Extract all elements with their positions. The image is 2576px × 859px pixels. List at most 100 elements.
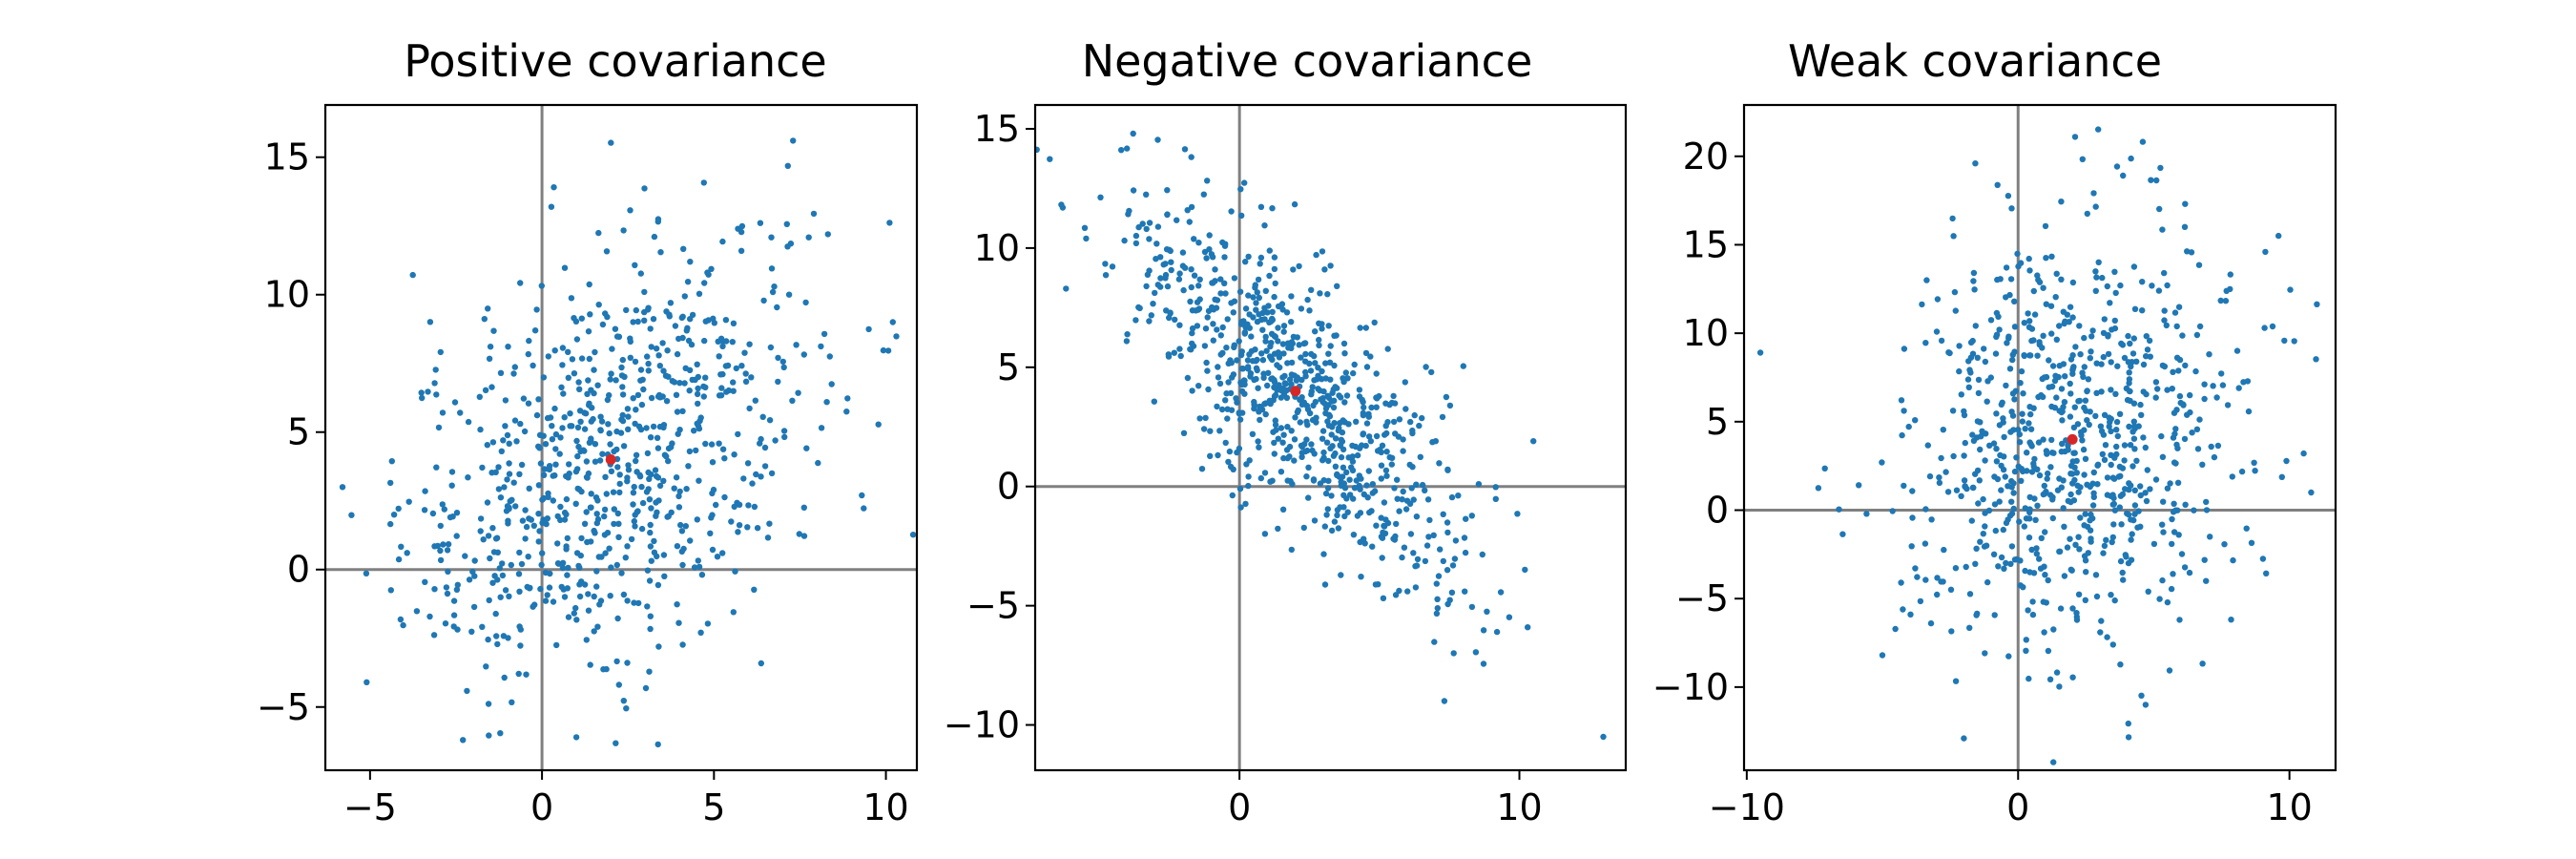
data-point xyxy=(1431,639,1438,645)
data-point xyxy=(2113,443,2120,450)
data-point xyxy=(2074,482,2081,489)
data-point xyxy=(647,434,654,441)
data-point xyxy=(1422,487,1428,493)
data-point xyxy=(2114,432,2121,440)
data-point xyxy=(725,387,733,394)
data-point xyxy=(608,139,614,146)
data-point xyxy=(1378,449,1384,456)
data-point xyxy=(510,479,517,486)
data-point xyxy=(2077,351,2084,358)
data-point xyxy=(614,510,621,517)
data-point xyxy=(643,489,651,495)
data-point xyxy=(515,571,523,577)
data-point xyxy=(1839,531,1846,537)
data-point xyxy=(1255,438,1261,445)
data-point xyxy=(2081,334,2088,342)
data-point xyxy=(542,569,550,576)
data-point xyxy=(603,491,610,497)
data-point xyxy=(1334,512,1340,518)
data-point xyxy=(730,320,737,326)
data-point xyxy=(2003,382,2009,389)
data-point xyxy=(2187,391,2193,399)
data-point xyxy=(696,290,703,297)
data-point xyxy=(2041,629,2047,636)
data-point xyxy=(1286,376,1294,383)
data-point xyxy=(1313,251,1319,259)
data-point xyxy=(1430,532,1437,538)
data-point xyxy=(1369,543,1376,550)
data-point xyxy=(2163,322,2170,329)
data-point xyxy=(588,418,594,425)
data-point xyxy=(2111,317,2118,325)
y-tick-label: −5 xyxy=(1675,577,1729,619)
data-point xyxy=(1320,449,1327,456)
data-point xyxy=(450,623,457,630)
data-point xyxy=(575,562,582,570)
data-point xyxy=(1600,733,1607,741)
data-point xyxy=(789,397,796,404)
data-point xyxy=(602,473,609,480)
data-point xyxy=(2059,440,2066,448)
data-point xyxy=(1443,393,1450,401)
data-point xyxy=(2175,304,2183,310)
data-point xyxy=(339,484,346,491)
data-point xyxy=(1132,232,1140,240)
data-point xyxy=(1230,371,1237,378)
data-point xyxy=(2159,576,2166,584)
data-point xyxy=(2118,521,2125,528)
data-point xyxy=(488,470,495,476)
data-point xyxy=(594,623,601,630)
data-point xyxy=(1247,370,1255,377)
data-point xyxy=(638,483,645,491)
data-point xyxy=(2143,390,2150,398)
y-tick-label: 15 xyxy=(974,108,1020,150)
data-point xyxy=(2171,430,2178,437)
data-point xyxy=(1984,378,1991,385)
data-point xyxy=(2095,126,2102,133)
data-point xyxy=(581,426,589,432)
data-point xyxy=(613,561,620,569)
data-point xyxy=(754,525,761,532)
data-point xyxy=(800,504,807,511)
data-point xyxy=(1254,318,1261,325)
data-point xyxy=(1262,287,1270,294)
data-point xyxy=(1992,527,1999,534)
data-point xyxy=(1987,317,1995,324)
data-point xyxy=(2008,498,2015,505)
data-point xyxy=(1260,370,1267,377)
axes-frame xyxy=(1033,103,1628,772)
data-point xyxy=(541,466,548,472)
data-point xyxy=(2034,466,2041,472)
data-point xyxy=(2088,333,2095,340)
data-point xyxy=(1373,432,1381,440)
data-point xyxy=(1184,207,1191,214)
data-point xyxy=(531,327,539,334)
data-point xyxy=(1150,301,1156,307)
data-point xyxy=(2109,641,2116,648)
data-point xyxy=(2036,339,2043,346)
data-point xyxy=(2127,340,2133,347)
data-point xyxy=(363,570,370,576)
data-point xyxy=(506,593,512,599)
data-point xyxy=(1200,426,1208,432)
data-point xyxy=(1901,482,1907,490)
data-point xyxy=(1222,397,1229,404)
data-point xyxy=(742,378,750,385)
data-point xyxy=(647,529,654,536)
data-point xyxy=(1290,266,1297,273)
data-point xyxy=(1284,360,1291,367)
data-point xyxy=(552,446,559,452)
data-point xyxy=(1261,222,1268,229)
data-point xyxy=(2031,311,2039,318)
data-point xyxy=(2130,423,2138,430)
data-point xyxy=(2061,573,2068,579)
data-point xyxy=(780,364,787,371)
data-point xyxy=(551,347,558,354)
data-point xyxy=(1288,381,1295,388)
data-point xyxy=(1998,462,2005,470)
data-point xyxy=(2152,394,2159,401)
data-point xyxy=(1337,442,1344,450)
data-point xyxy=(1309,416,1317,424)
data-point xyxy=(1195,306,1202,313)
data-point xyxy=(2026,493,2033,501)
